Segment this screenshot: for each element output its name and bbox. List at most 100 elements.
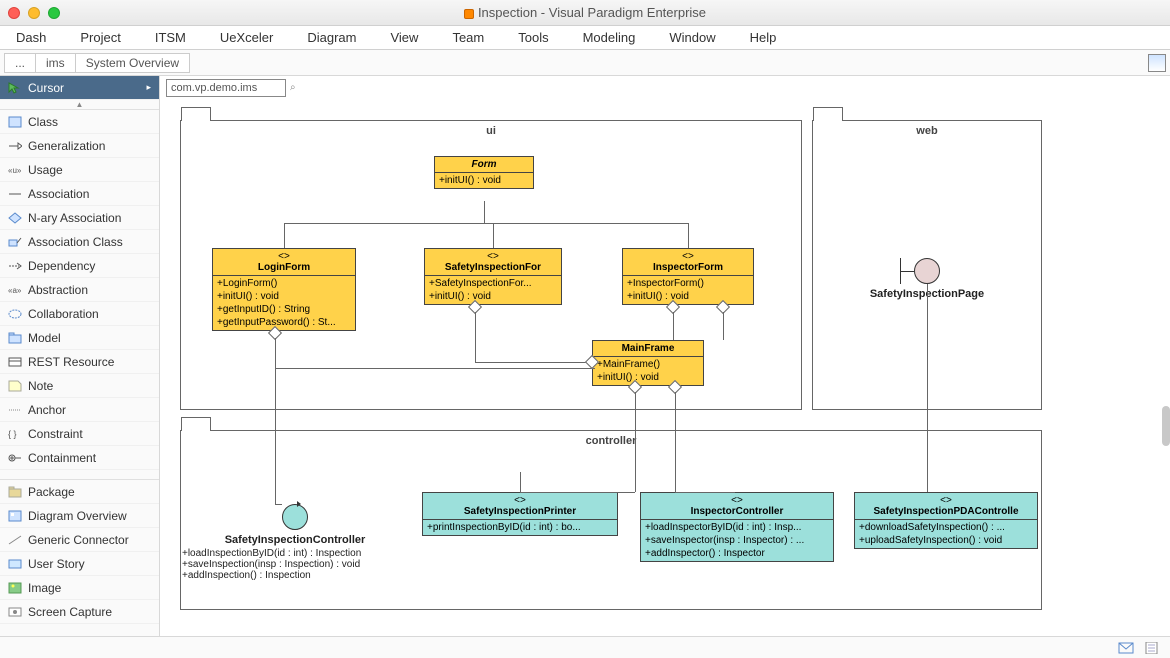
menu-window[interactable]: Window [661,28,723,47]
association-icon [8,188,22,200]
label-safetyinspectioncontroller: SafetyInspectionController [195,534,395,546]
palette-label: Image [28,581,61,595]
ops-safetyinspectioncontroller: +loadInspectionByID(id : int) : Inspecti… [182,548,361,581]
menu-help[interactable]: Help [742,28,785,47]
crumb-root[interactable]: ... [4,53,36,73]
palette-label: Note [28,379,53,393]
rest-resource-icon [8,356,22,368]
palette-generalization[interactable]: Generalization [0,134,159,158]
abstraction-icon: «a» [8,284,22,296]
palette-note[interactable]: Note [0,374,159,398]
palette-label: N-ary Association [28,211,121,225]
package-name-field[interactable] [166,79,286,97]
palette-n-ary-association[interactable]: N-ary Association [0,206,159,230]
crumb-ims[interactable]: ims [35,53,76,73]
control-safetyinspectioncontroller[interactable] [282,504,308,535]
menubar: Dash Project ITSM UeXceler Diagram View … [0,26,1170,50]
diagram-canvas[interactable]: uiwebcontrollerForm+initUI() : void<>Log… [170,100,1160,626]
palette-generic-connector[interactable]: Generic Connector [0,528,159,552]
palette-label: Package [28,485,75,499]
palette-dependency[interactable]: Dependency [0,254,159,278]
generalization-icon [8,140,22,152]
model-icon [8,332,22,344]
breadcrumb: ... ims System Overview [4,53,189,73]
class-SafetyInspectionPDAControlle[interactable]: <>SafetyInspectionPDAControlle+downloadS… [854,492,1038,549]
palette-abstraction[interactable]: «a» Abstraction [0,278,159,302]
palette-association[interactable]: Association [0,182,159,206]
menu-tools[interactable]: Tools [510,28,556,47]
palette-collapse[interactable] [0,100,159,110]
main-area: Cursor ▸ Class Generalization «u» Usage Asso… [0,76,1170,636]
palette-rest-resource[interactable]: REST Resource [0,350,159,374]
crumb-system-overview[interactable]: System Overview [75,53,190,73]
palette-label: Generalization [28,139,105,153]
palette-association-class[interactable]: Association Class [0,230,159,254]
svg-text:«u»: «u» [8,166,22,175]
palette-image[interactable]: Image [0,576,159,600]
palette-containment[interactable]: Containment [0,446,159,470]
package-label: web [813,125,1041,137]
palette-collaboration[interactable]: Collaboration [0,302,159,326]
dependency-icon [8,260,22,272]
palette-label: Diagram Overview [28,509,127,523]
window-title: Inspection - Visual Paradigm Enterprise [0,5,1170,20]
cursor-icon [8,82,22,94]
menu-project[interactable]: Project [72,28,128,47]
palette-anchor[interactable]: Anchor [0,398,159,422]
class-MainFrame[interactable]: MainFrame+MainFrame()+initUI() : void [592,340,704,386]
scrollbar[interactable] [1162,406,1170,446]
menu-uexceler[interactable]: UeXceler [212,28,281,47]
palette-label: Collaboration [28,307,99,321]
package-label: ui [181,125,801,137]
generic-connector-icon [8,534,22,546]
palette-label: Model [28,331,61,345]
screen-capture-icon [8,606,22,618]
menu-team[interactable]: Team [444,28,492,47]
user-story-icon [8,558,22,570]
palette-diagram-overview[interactable]: Diagram Overview [0,504,159,528]
class-Form[interactable]: Form+initUI() : void [434,156,534,189]
mail-icon[interactable] [1118,642,1134,654]
palette-constraint[interactable]: { } Constraint [0,422,159,446]
palette-label: Cursor [28,81,64,95]
association-class-icon [8,236,22,248]
class-SafetyInspectionPrinter[interactable]: <>SafetyInspectionPrinter+printInspectio… [422,492,618,536]
palette-label: Constraint [28,427,83,441]
diagram-options-icon[interactable] [1148,54,1166,72]
palette-cursor[interactable]: Cursor ▸ [0,76,159,100]
palette-screen-capture[interactable]: Screen Capture [0,600,159,624]
containment-icon [8,452,22,464]
palette-user-story[interactable]: User Story [0,552,159,576]
palette-label: Usage [28,163,63,177]
search-icon[interactable]: ⌕ [290,82,296,93]
palette-label: Generic Connector [28,533,129,547]
palette-model[interactable]: Model [0,326,159,350]
image-icon [8,582,22,594]
note-icon[interactable] [1144,642,1160,654]
class-InspectorController[interactable]: <>InspectorController+loadInspectorByID(… [640,492,834,562]
palette-usage[interactable]: «u» Usage [0,158,159,182]
menu-diagram[interactable]: Diagram [299,28,364,47]
palette-class[interactable]: Class [0,110,159,134]
palette-package[interactable]: Package [0,480,159,504]
svg-text:«a»: «a» [8,286,22,295]
menu-itsm[interactable]: ITSM [147,28,194,47]
svg-text:{ }: { } [8,429,17,439]
breadcrumb-bar: ... ims System Overview [0,50,1170,76]
palette-label: Anchor [28,403,66,417]
class-LoginForm[interactable]: <>LoginForm+LoginForm()+initUI() : void+… [212,248,356,331]
tool-palette: Cursor ▸ Class Generalization «u» Usage Asso… [0,76,160,636]
class-InspectorForm[interactable]: <>InspectorForm+InspectorForm()+initUI()… [622,248,754,305]
menu-modeling[interactable]: Modeling [575,28,644,47]
palette-label: Association [28,187,89,201]
palette-label: Screen Capture [28,605,112,619]
palette-label: Class [28,115,58,129]
class-SafetyInspectionFor[interactable]: <>SafetyInspectionFor+SafetyInspectionFo… [424,248,562,305]
app-icon [464,9,474,19]
menu-view[interactable]: View [382,28,426,47]
palette-label: Abstraction [28,283,88,297]
anchor-icon [8,404,22,416]
menu-dash[interactable]: Dash [8,28,54,47]
statusbar [0,636,1170,658]
collaboration-icon [8,308,22,320]
